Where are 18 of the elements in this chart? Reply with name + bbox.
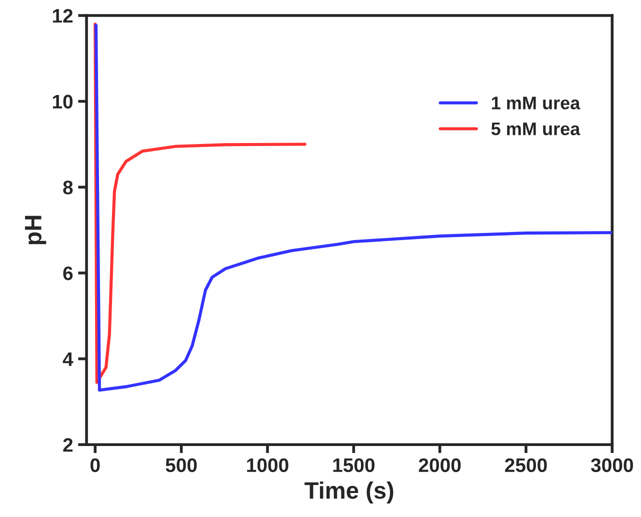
y-tick-label: 4 xyxy=(62,352,74,366)
x-tick-label: 2500 xyxy=(505,458,547,472)
x-tick-label: 0 xyxy=(90,458,100,472)
x-axis-title: Time (s) xyxy=(304,481,394,504)
x-tick-label: 1500 xyxy=(333,458,374,472)
x-tick-label: 1000 xyxy=(247,458,288,472)
y-tick-label: 12 xyxy=(52,8,73,23)
y-tick-label: 10 xyxy=(52,94,73,109)
legend-label: 5 mM urea xyxy=(491,122,580,136)
y-tick-label: 8 xyxy=(63,180,73,194)
x-tick-label: 500 xyxy=(166,458,197,472)
y-tick-label: 6 xyxy=(63,266,73,280)
x-tick-label: 2000 xyxy=(418,458,461,472)
x-tick-label: 3000 xyxy=(590,458,633,472)
y-tick-label: 2 xyxy=(63,438,73,452)
line-series xyxy=(94,24,612,392)
legend-label: 1 mM urea xyxy=(492,96,580,110)
y-axis-title: pH xyxy=(25,216,46,244)
